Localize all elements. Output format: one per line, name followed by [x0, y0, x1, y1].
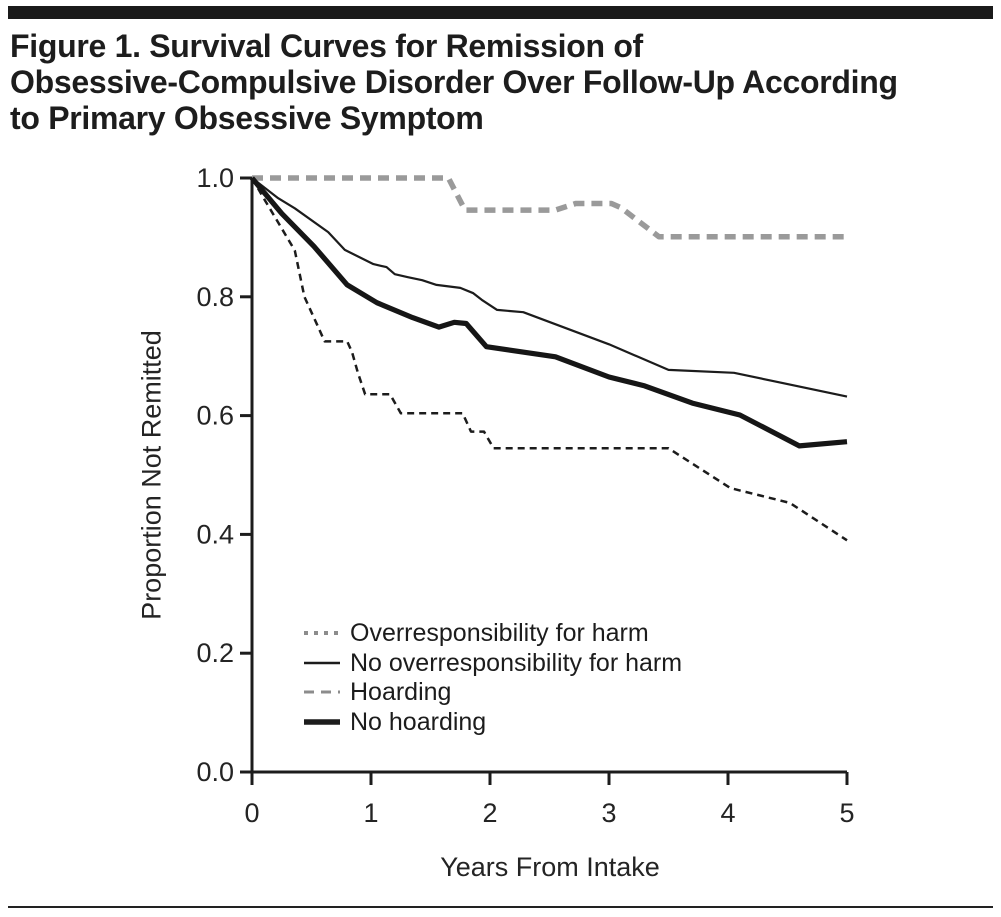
curve-solid-thick: [250, 176, 848, 449]
figure-title-line-2: Obsessive-Compulsive Disorder Over Follo…: [10, 64, 898, 100]
y-tick-label: 0.2: [196, 638, 234, 668]
legend-item-no-hoarding: No hoarding: [303, 707, 487, 736]
legend-item-overresponsibility: Overresponsibility for harm: [303, 618, 649, 647]
legend-label: Overresponsibility for harm: [350, 618, 649, 647]
x-axis-title: Years From Intake: [440, 852, 660, 882]
legend-line-sample-dashed: [304, 690, 340, 694]
legend-label: No overresponsibility for harm: [350, 648, 683, 677]
x-tick-label: 1: [363, 798, 378, 828]
x-tick-label: 3: [601, 798, 616, 828]
x-tick-label: 0: [244, 798, 259, 828]
top-rule: [8, 6, 993, 19]
figure-title: Figure 1. Survival Curves for Remission …: [10, 28, 990, 136]
legend-line-sample-dotted: [304, 631, 340, 635]
figure-title-line-1: Figure 1. Survival Curves for Remission …: [10, 28, 643, 64]
legend-label: Hoarding: [350, 677, 452, 706]
legend-label: No hoarding: [350, 707, 487, 736]
x-tick-label: 5: [839, 798, 854, 828]
legend-item-no-overresponsibility: No overresponsibility for harm: [303, 648, 683, 677]
y-tick-label: 0.4: [196, 519, 234, 549]
y-tick-label: 0.8: [196, 282, 234, 312]
bottom-rule: [8, 906, 993, 908]
x-tick-label: 2: [482, 798, 497, 828]
figure-title-line-3: to Primary Obsessive Symptom: [10, 100, 484, 136]
curve-fine-dashed: [250, 177, 848, 542]
legend-line-sample-thin-solid: [304, 661, 340, 665]
curve-dashed-gray-thick: [252, 175, 847, 240]
y-axis-title: Proportion Not Remitted: [136, 330, 167, 620]
y-tick-label: 0.6: [196, 401, 234, 431]
y-tick-label: 0.0: [196, 757, 234, 787]
legend-line-sample-thick-solid: [304, 719, 340, 725]
x-tick-label: 4: [720, 798, 735, 828]
curve-solid-thin: [251, 177, 848, 398]
y-tick-label: 1.0: [196, 163, 234, 193]
legend-item-hoarding: Hoarding: [303, 677, 452, 706]
